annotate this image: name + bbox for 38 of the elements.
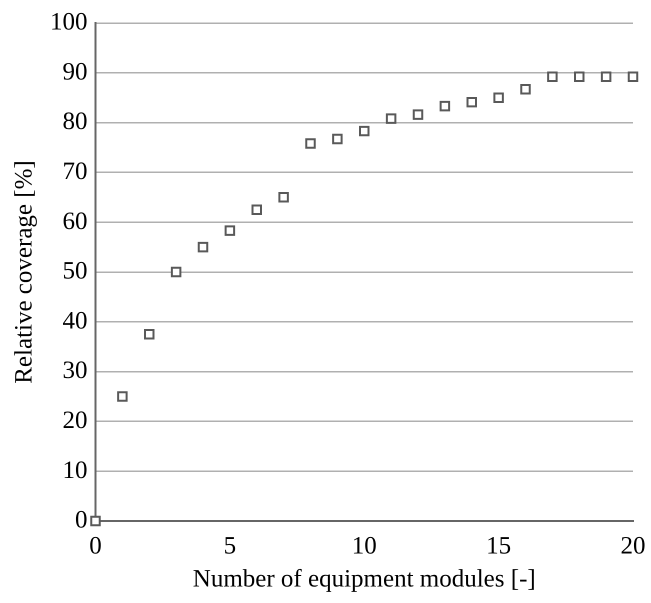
point: [332, 134, 343, 144]
point: [600, 72, 612, 82]
y-tick-label: 0: [75, 506, 88, 534]
y-tick-label: 90: [62, 58, 88, 86]
point: [170, 266, 182, 278]
y-tick-label: 50: [62, 258, 88, 285]
point: [198, 242, 208, 252]
y-tick-label: 40: [62, 307, 88, 334]
point: [305, 138, 316, 149]
y-tick-label: 80: [62, 108, 88, 136]
point: [359, 126, 370, 136]
point: [224, 225, 236, 236]
x-tick-label: 15: [486, 532, 512, 560]
point: [412, 109, 424, 120]
x-tick-label: 20: [620, 532, 646, 560]
y-tick-label: 30: [62, 357, 88, 384]
point: [144, 329, 154, 340]
y-tick-label: 60: [62, 208, 88, 235]
point: [90, 516, 101, 526]
y-axis-title: Relative coverage [%]: [10, 160, 38, 384]
point: [547, 72, 558, 82]
point: [628, 72, 638, 82]
point: [252, 204, 262, 215]
point: [493, 92, 504, 103]
point: [278, 192, 289, 203]
point: [466, 96, 477, 108]
point: [574, 72, 584, 82]
point: [117, 391, 128, 402]
x-tick-label: 10: [352, 532, 377, 560]
y-tick-label: 20: [62, 406, 88, 434]
y-tick-label: 10: [62, 456, 88, 484]
point: [440, 100, 450, 112]
y-tick-label: 100: [50, 8, 88, 36]
point: [386, 113, 396, 124]
x-axis-title: Number of equipment modules [-]: [192, 566, 536, 593]
x-tick-label: 5: [224, 532, 236, 560]
point: [520, 84, 531, 94]
y-tick-label: 70: [62, 158, 88, 185]
